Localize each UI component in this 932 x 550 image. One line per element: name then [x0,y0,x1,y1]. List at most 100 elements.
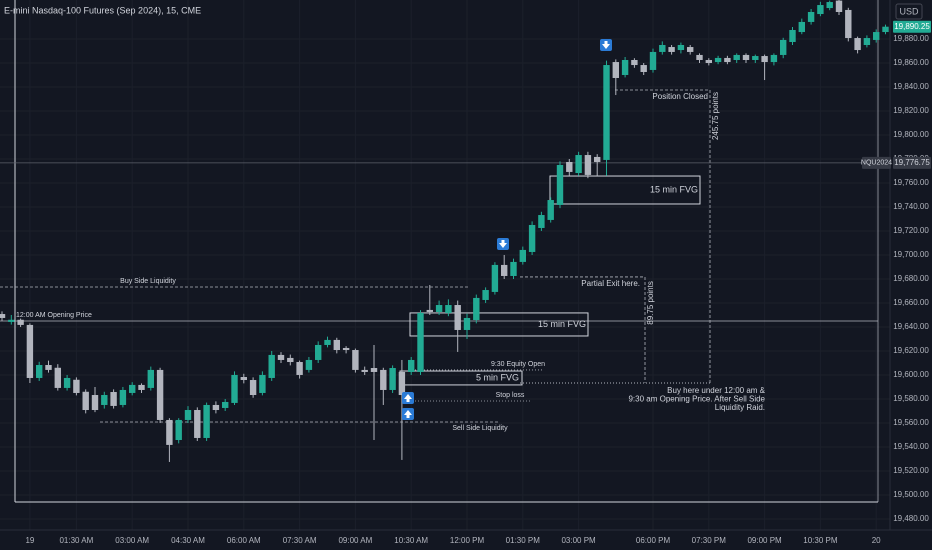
candle-body [36,365,43,378]
candle-body [501,264,508,276]
y-tick-label: 19,560.00 [893,418,929,427]
y-tick-label: 19,720.00 [893,226,929,235]
candle-body [212,404,220,411]
candle-body [566,161,573,172]
candle-body [714,57,722,63]
candle-body [473,297,480,321]
x-tick-label: 07:30 AM [283,536,317,545]
candle-body [138,384,145,390]
candle-body [677,44,685,51]
candle-body [612,62,619,78]
level-label: 12:00 AM Opening Price [16,312,92,319]
candle-body [231,374,238,403]
candle-body [203,404,210,438]
candle-body [417,312,424,372]
price-line-name-box [862,156,891,169]
candle-body [8,319,15,322]
fvg-label: 15 min FVG [650,184,698,194]
y-tick-label: 19,740.00 [893,202,929,211]
candle-body [277,354,285,360]
candle-body [305,359,313,370]
x-tick-label: 03:00 PM [561,536,596,545]
candle-body [761,56,768,63]
candle-body [845,9,852,39]
candle-body [668,47,675,52]
candle-body [435,305,443,312]
candle-body [659,44,666,52]
level-label: Partial Exit here. [581,279,640,288]
up-arrow [404,410,412,418]
level-label: Stop loss [496,392,525,399]
y-tick-label: 19,760.00 [893,178,929,187]
candle-body [408,359,415,372]
candle-body [426,309,433,312]
candle-body [528,224,536,252]
y-tick-label: 19,520.00 [893,466,929,475]
candle-body [445,305,452,313]
candle-body [770,54,778,63]
candle-body [817,5,824,15]
candle-body [119,389,127,405]
candle-body [352,350,359,370]
candle-body [826,2,833,9]
candle-body [733,54,740,60]
price-line-box [893,156,931,169]
x-tick-label: 09:00 AM [338,536,372,545]
y-tick-label: 19,700.00 [893,250,929,259]
candle-body [380,369,387,390]
candle-body [463,317,471,330]
candle-body [873,32,880,40]
candle-body [175,419,182,441]
candle-body [110,392,117,406]
candle-body [240,377,247,381]
candle-body [194,410,201,438]
level-label: Sell Side Liquidity [452,425,508,432]
candle-body [556,164,564,205]
x-tick-label: 12:00 PM [450,536,485,545]
candle-body [296,362,303,375]
y-tick-label: 19,480.00 [893,514,929,523]
up-arrow [404,394,412,402]
candle-body [389,368,396,390]
down-arrow [499,240,507,248]
candle-body [575,155,582,174]
candle-body [882,26,889,33]
candle-body [705,59,712,63]
candle-body [798,21,805,33]
candle-body [482,290,489,300]
y-tick-label: 19,820.00 [893,106,929,115]
candle-body [547,200,554,220]
chart-title: E-mini Nasdaq-100 Futures (Sep 2024), 15… [4,5,201,15]
candle-body [249,380,257,396]
candle-body [342,347,350,351]
candle-body [259,374,266,393]
candle-body [584,155,592,175]
x-tick-label: 06:00 AM [227,536,261,545]
candle-body [519,249,526,262]
y-tick-label: 19,660.00 [893,298,929,307]
note-line: Buy here under 12:00 am & [667,386,766,395]
candle-body [315,344,322,360]
candle-body [398,371,406,396]
candle-body [835,0,843,12]
candle-body [147,369,154,388]
y-tick-label: 19,600.00 [893,370,929,379]
y-tick-label: 19,540.00 [893,442,929,451]
x-tick-label: 09:00 PM [747,536,782,545]
grid [0,0,890,530]
x-tick-label: 03:00 AM [115,536,149,545]
note-line: Liquidity Raid. [715,403,765,412]
candle-body [649,51,657,70]
candle-body [491,264,499,292]
candle-body [854,38,861,51]
candle-body [696,54,703,60]
fvg-label: 15 min FVG [538,319,586,329]
candle-body [752,56,759,60]
candle-body [863,38,871,45]
price-line-label: 19,776.75 [894,158,930,167]
x-tick-label: 10:30 PM [803,536,838,545]
y-tick-label: 19,580.00 [893,394,929,403]
candle-body [361,369,368,372]
currency-box [895,3,923,20]
